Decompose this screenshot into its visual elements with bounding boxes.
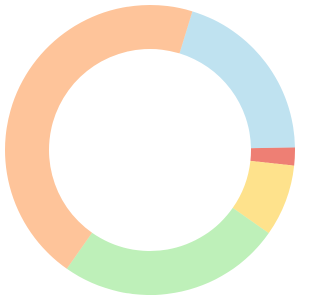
donut-slice — [179, 11, 295, 149]
donut-slice — [5, 5, 193, 269]
donut-slice — [250, 147, 295, 166]
donut-slice — [232, 160, 295, 234]
chart — [5, 5, 295, 295]
donut-slice — [66, 207, 269, 295]
page: (() => { const data = JSON.parse(documen… — [5, 5, 295, 295]
